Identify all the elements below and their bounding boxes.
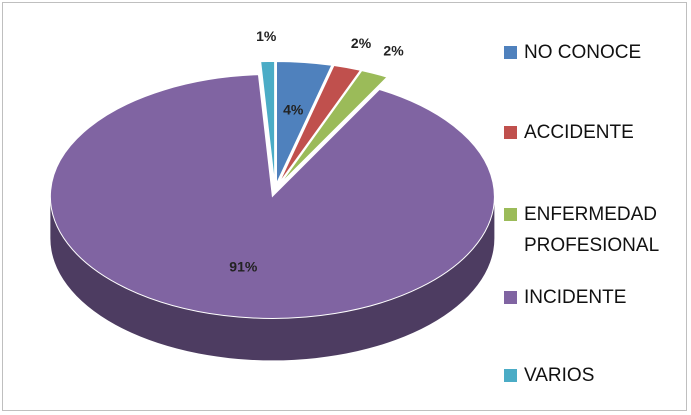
data-label: 1% [256, 28, 277, 44]
legend-label: NO CONOCE [524, 42, 642, 63]
legend-item: NO CONOCE [500, 37, 685, 68]
slice [49, 74, 495, 319]
legend-label: ENFERMEDAD PROFESIONAL [524, 204, 660, 256]
legend-item: INCIDENTE [500, 282, 685, 313]
legend-label: ACCIDENTE [524, 122, 634, 143]
slice [279, 70, 389, 185]
legend-swatch [504, 291, 517, 304]
data-label: 91% [229, 259, 258, 275]
legend-label: INCIDENTE [524, 287, 627, 308]
data-label: 4% [283, 102, 304, 118]
legend-item: VARIOS [500, 360, 685, 391]
data-label: 2% [351, 35, 372, 51]
chart-frame [2, 2, 687, 411]
legend-swatch [504, 208, 517, 221]
legend-item: ENFERMEDAD PROFESIONAL [500, 199, 685, 261]
legend-swatch [504, 46, 517, 59]
legend-label: VARIOS [524, 365, 595, 386]
legend-swatch [504, 126, 517, 139]
slice [260, 60, 276, 184]
slice [278, 65, 362, 185]
slice-side [50, 196, 495, 361]
slice [276, 60, 333, 184]
legend-swatch [504, 369, 517, 382]
legend-item: ACCIDENTE [500, 117, 685, 148]
data-label: 2% [383, 42, 404, 58]
